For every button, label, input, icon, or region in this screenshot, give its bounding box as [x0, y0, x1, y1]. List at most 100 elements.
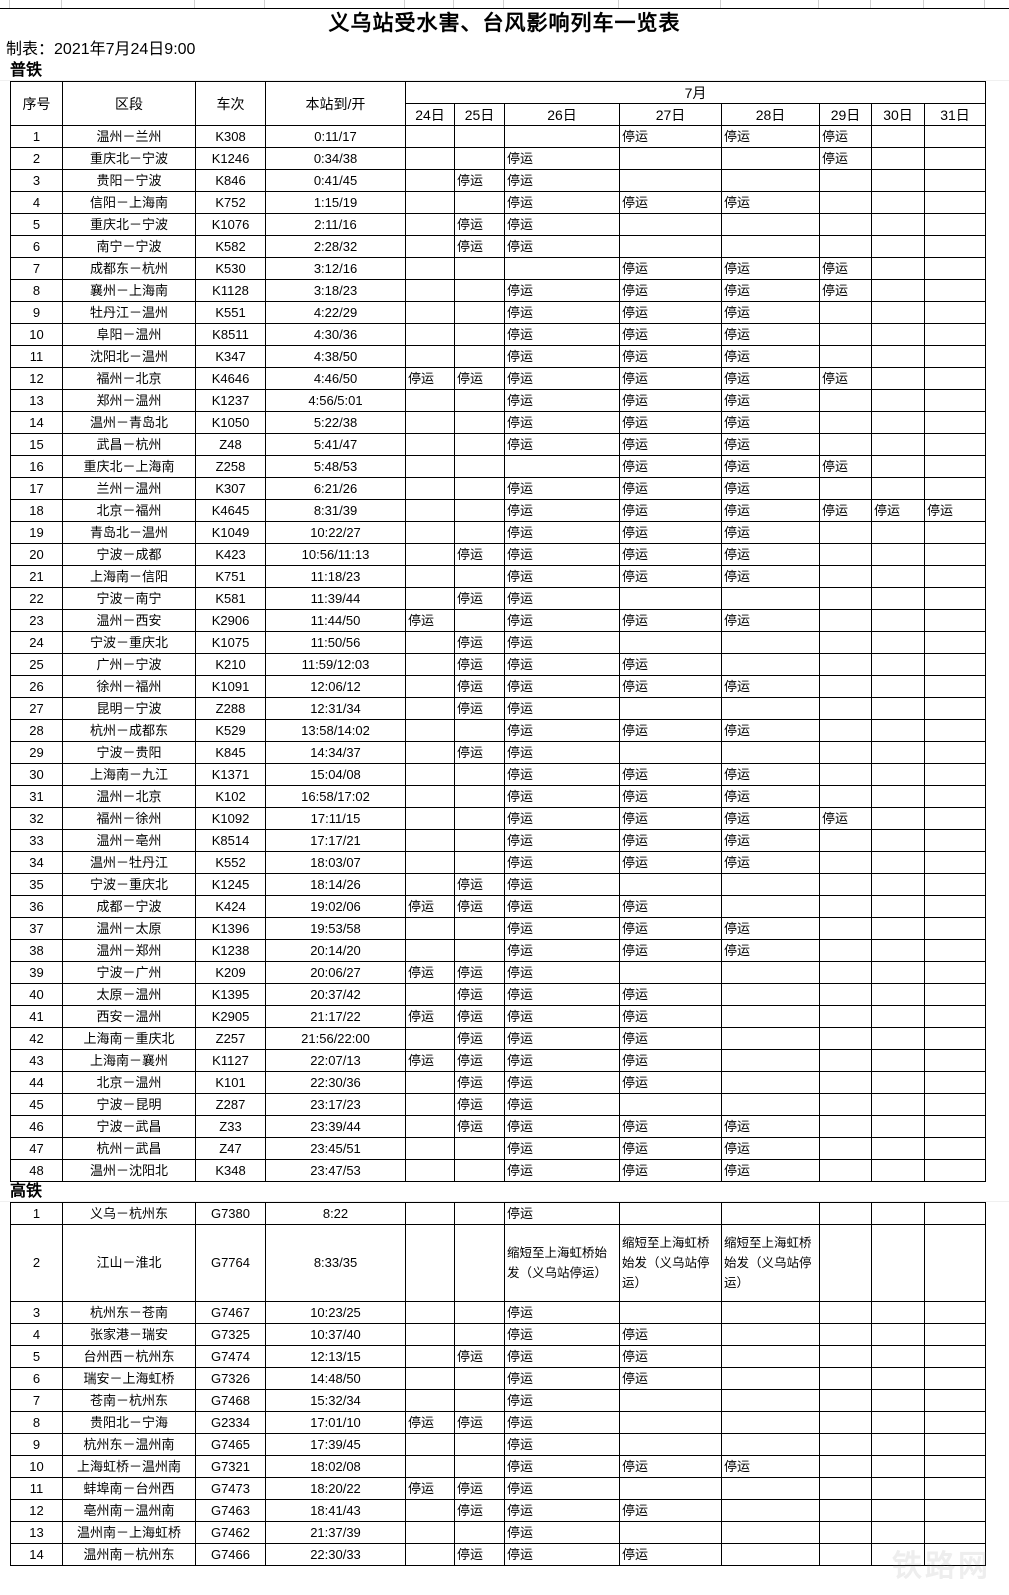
- cell-segment: 上海虹桥－温州南: [62, 1455, 196, 1478]
- cell-status-day-29: [819, 939, 872, 962]
- cell-status-day-25: [454, 191, 505, 214]
- cell-status-day-29: [819, 1323, 872, 1346]
- cell-status-day-25: 停运: [454, 873, 505, 896]
- cell-status-day-27: 停运: [619, 521, 722, 544]
- cell-status-day-31: [924, 1301, 986, 1324]
- cell-status-day-28: 停运: [721, 851, 820, 874]
- cell-index: 39: [10, 961, 63, 984]
- cell-status-day-29: [819, 1093, 872, 1116]
- cell-index: 38: [10, 939, 63, 962]
- cell-status-day-28: 停运: [721, 939, 820, 962]
- cell-train-no: K1075: [195, 631, 266, 654]
- cell-segment: 重庆北－上海南: [62, 455, 196, 478]
- cell-status-day-24: 停运: [405, 609, 455, 632]
- cell-status-day-31: [923, 257, 987, 280]
- cell-status-day-29: [819, 631, 872, 654]
- cell-train-no: K1076: [195, 213, 266, 236]
- cell-status-day-24: 停运: [405, 1005, 455, 1028]
- cell-train-no: Z258: [195, 455, 266, 478]
- cell-status-day-24: [405, 389, 455, 412]
- cell-status-day-30: [871, 1323, 925, 1346]
- cell-status-day-27: [619, 697, 722, 720]
- cell-status-day-28: [721, 653, 820, 676]
- cell-index: 33: [10, 829, 63, 852]
- cell-status-day-27: 停运: [619, 1137, 722, 1160]
- table-row: 25 广州－宁波 K210 11:59/12:03 停运 停运 停运: [10, 653, 987, 676]
- cell-status-day-30: [871, 1499, 925, 1522]
- cell-status-day-30: [871, 1521, 925, 1544]
- cell-station-time: 10:37/40: [265, 1323, 406, 1346]
- cell-status-day-29: 停运: [819, 807, 872, 830]
- cell-status-day-24: [405, 477, 455, 500]
- cell-status-day-29: [819, 1499, 872, 1522]
- cell-status-day-27: 停运: [619, 1071, 722, 1094]
- cell-status-day-24: [405, 719, 455, 742]
- cell-status-day-27: 停运: [619, 565, 722, 588]
- cell-index: 3: [10, 1301, 63, 1324]
- cell-train-no: K845: [195, 741, 266, 764]
- cell-segment: 杭州东－温州南: [62, 1433, 196, 1456]
- cell-status-day-29: 停运: [819, 125, 872, 148]
- cell-status-day-29: [819, 1049, 872, 1072]
- cell-status-day-27: [619, 1411, 722, 1434]
- cell-segment: 杭州东－苍南: [62, 1301, 196, 1324]
- cell-station-time: 21:37/39: [265, 1521, 406, 1544]
- cell-station-time: 4:56/5:01: [265, 389, 406, 412]
- cell-status-day-31: [923, 125, 987, 148]
- table-row: 6 南宁－宁波 K582 2:28/32 停运 停运: [10, 235, 987, 258]
- cell-status-day-27: [619, 169, 722, 192]
- cell-status-day-25: [454, 279, 505, 302]
- cell-status-day-30: [871, 433, 925, 456]
- cell-status-day-26: 停运: [504, 1411, 620, 1434]
- cell-status-day-25: 停运: [454, 367, 505, 390]
- cell-station-time: 0:34/38: [265, 147, 406, 170]
- made-by-time: 2021年7月24日9:00: [54, 41, 196, 58]
- cell-status-day-26: [504, 125, 620, 148]
- cell-status-day-27: [619, 1301, 722, 1324]
- cell-status-day-26: 停运: [504, 1027, 620, 1050]
- cell-status-day-27: [619, 1433, 722, 1456]
- cell-station-time: 18:03/07: [265, 851, 406, 874]
- cell-status-day-25: 停运: [454, 543, 505, 566]
- cell-status-day-27: 停运: [619, 807, 722, 830]
- cell-status-day-31: [923, 1093, 987, 1116]
- col-header-index: 序号: [10, 81, 63, 126]
- cell-index: 25: [10, 653, 63, 676]
- cell-status-day-28: [721, 961, 820, 984]
- cell-segment: 上海南－信阳: [62, 565, 196, 588]
- cell-train-no: K1128: [195, 279, 266, 302]
- cell-status-day-31: [923, 1005, 987, 1028]
- cell-status-day-29: [819, 543, 872, 566]
- cell-index: 2: [10, 1224, 63, 1302]
- page-title: 义乌站受水害、台风影响列车一览表: [328, 12, 681, 35]
- cell-status-day-27: 停运: [619, 1115, 722, 1138]
- cell-status-day-30: [871, 345, 925, 368]
- cell-status-day-26: 停运: [504, 741, 620, 764]
- cell-status-day-26: 停运: [504, 1367, 620, 1390]
- cell-index: 14: [10, 1543, 63, 1566]
- cell-status-day-27: 停运: [619, 257, 722, 280]
- cell-status-day-24: [405, 169, 455, 192]
- cell-status-day-28: [721, 1367, 820, 1390]
- cell-train-no: K347: [195, 345, 266, 368]
- col-header-day-27: 27日: [619, 103, 722, 126]
- cell-status-day-30: [871, 543, 925, 566]
- cell-status-day-26: 停运: [504, 961, 620, 984]
- cell-status-day-31: [924, 1202, 986, 1225]
- cell-index: 36: [10, 895, 63, 918]
- cell-status-day-28: 停运: [721, 719, 820, 742]
- cell-station-time: 5:48/53: [265, 455, 406, 478]
- cell-status-day-31: [924, 1224, 986, 1302]
- cell-status-day-26: 停运: [504, 1137, 620, 1160]
- table-row: 11 蚌埠南－台州西 G7473 18:20/22 停运 停运 停运: [10, 1477, 986, 1500]
- table-row: 15 武昌－杭州 Z48 5:41/47 停运 停运 停运: [10, 433, 987, 456]
- cell-train-no: K348: [195, 1159, 266, 1182]
- cell-status-day-31: [923, 587, 987, 610]
- cell-status-day-31: [923, 653, 987, 676]
- table-row: 8 襄州－上海南 K1128 3:18/23 停运 停运 停运 停运: [10, 279, 987, 302]
- cell-segment: 温州－郑州: [62, 939, 196, 962]
- cell-status-day-26: 停运: [504, 917, 620, 940]
- cell-station-time: 13:58/14:02: [265, 719, 406, 742]
- cell-index: 43: [10, 1049, 63, 1072]
- cell-status-day-26: 停运: [504, 1389, 620, 1412]
